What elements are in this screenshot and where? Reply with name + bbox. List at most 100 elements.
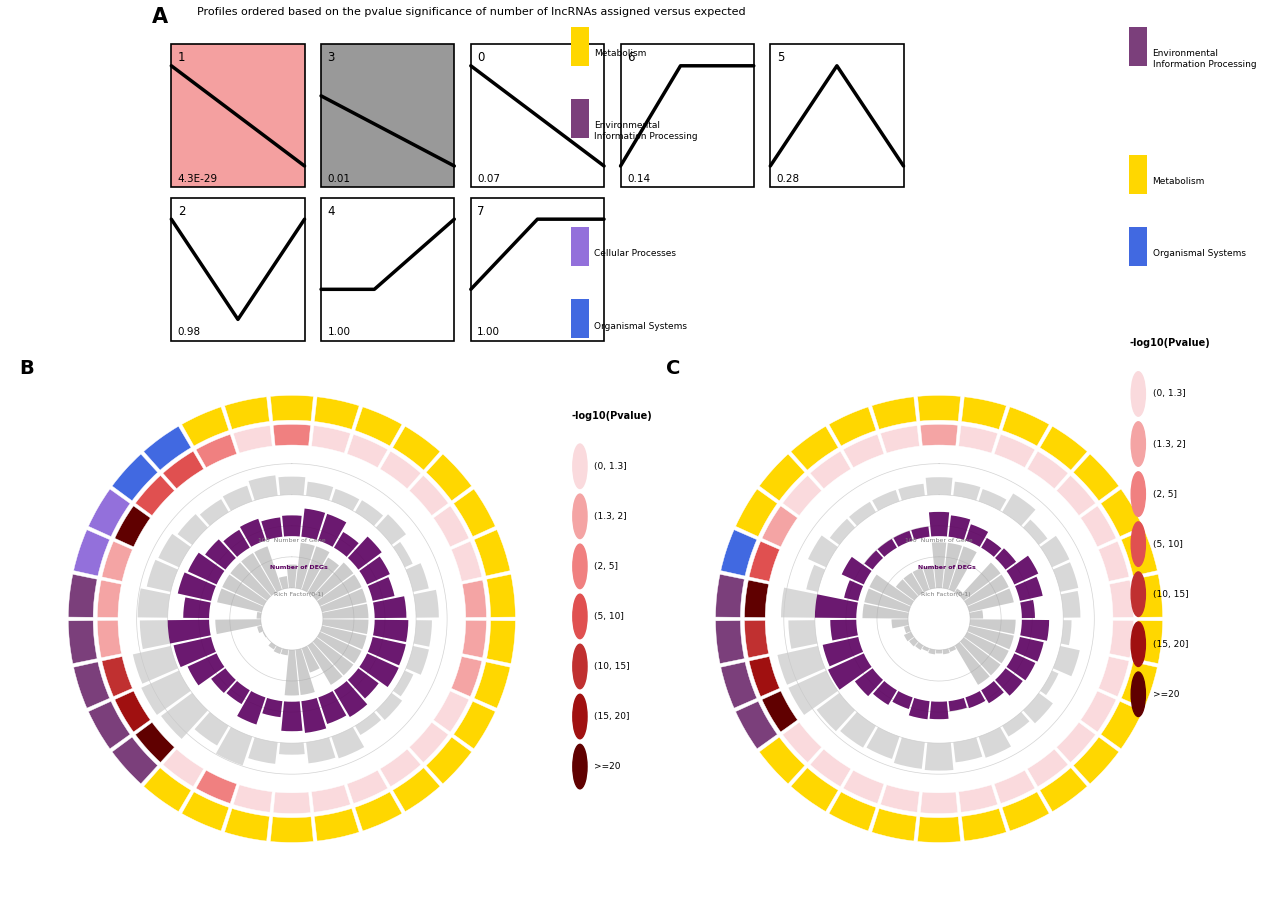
Text: 1.00: 1.00: [327, 327, 350, 337]
Bar: [716, 574, 745, 617]
Bar: [904, 631, 914, 641]
Bar: [1057, 475, 1095, 516]
Bar: [434, 506, 470, 547]
Bar: [376, 693, 402, 720]
Bar: [216, 619, 261, 634]
Bar: [195, 771, 237, 804]
Bar: [1122, 530, 1157, 576]
Bar: [1057, 722, 1095, 762]
Bar: [162, 749, 203, 787]
Bar: [917, 817, 961, 842]
Circle shape: [572, 644, 588, 689]
Bar: [284, 649, 299, 695]
Circle shape: [572, 494, 588, 538]
Bar: [263, 631, 266, 638]
Bar: [1133, 574, 1162, 617]
Bar: [306, 737, 335, 763]
Bar: [355, 792, 402, 831]
Bar: [317, 575, 362, 606]
Bar: [143, 768, 192, 812]
Bar: [368, 577, 395, 601]
Bar: [306, 482, 334, 501]
Circle shape: [1131, 672, 1146, 717]
Bar: [89, 701, 131, 749]
Bar: [315, 808, 359, 841]
Bar: [206, 539, 236, 570]
Bar: [301, 698, 326, 733]
Text: (0, 1.3]: (0, 1.3]: [1152, 389, 1185, 398]
Bar: [69, 621, 98, 664]
Bar: [721, 530, 756, 576]
Bar: [195, 434, 237, 467]
Bar: [780, 588, 817, 618]
Text: (5, 10]: (5, 10]: [594, 612, 624, 621]
Bar: [359, 556, 390, 585]
Text: A: A: [152, 7, 169, 27]
Text: Rich Factor(0-1): Rich Factor(0-1): [260, 592, 324, 597]
Bar: [317, 631, 362, 663]
Bar: [269, 642, 277, 649]
FancyBboxPatch shape: [171, 197, 305, 341]
Bar: [761, 506, 797, 547]
Bar: [1020, 600, 1036, 618]
Bar: [315, 396, 359, 430]
Bar: [961, 638, 1000, 675]
Bar: [872, 396, 916, 430]
Bar: [393, 542, 412, 567]
Bar: [319, 514, 346, 547]
FancyBboxPatch shape: [1129, 227, 1147, 266]
Bar: [840, 712, 876, 747]
Circle shape: [572, 745, 588, 788]
Bar: [841, 557, 872, 585]
FancyBboxPatch shape: [471, 197, 604, 341]
Bar: [912, 568, 929, 592]
Text: (5, 10]: (5, 10]: [1152, 540, 1183, 549]
Bar: [273, 792, 311, 814]
Bar: [929, 649, 935, 654]
Bar: [140, 620, 170, 649]
Bar: [302, 546, 330, 592]
Bar: [994, 771, 1036, 804]
Bar: [331, 489, 359, 510]
Bar: [822, 637, 863, 666]
Bar: [69, 574, 98, 617]
Text: Cellular Processes: Cellular Processes: [594, 249, 676, 258]
Bar: [929, 512, 949, 536]
Bar: [783, 475, 821, 516]
Bar: [223, 485, 253, 510]
Bar: [1074, 454, 1119, 501]
Bar: [222, 575, 266, 606]
Text: 0.98: 0.98: [178, 327, 201, 337]
Bar: [978, 727, 1011, 758]
Bar: [778, 646, 825, 684]
Bar: [307, 642, 343, 685]
Bar: [1028, 749, 1068, 787]
Text: 1: 1: [178, 51, 185, 64]
Bar: [414, 590, 439, 618]
Bar: [849, 501, 876, 526]
Text: Number of DEGs: Number of DEGs: [255, 565, 329, 570]
Text: >=20: >=20: [1152, 690, 1179, 699]
Bar: [898, 483, 925, 501]
Circle shape: [1131, 472, 1146, 517]
Bar: [904, 572, 924, 596]
Text: 0.07: 0.07: [477, 174, 500, 184]
Bar: [307, 558, 339, 596]
Bar: [114, 506, 150, 547]
Bar: [231, 562, 270, 600]
Bar: [225, 808, 269, 841]
Bar: [475, 530, 510, 576]
Bar: [923, 646, 929, 651]
Bar: [1053, 646, 1080, 676]
Bar: [414, 620, 431, 647]
Bar: [282, 701, 302, 731]
Bar: [829, 407, 876, 446]
Bar: [867, 727, 900, 759]
Text: (0, 1.3]: (0, 1.3]: [594, 462, 627, 471]
Bar: [843, 434, 884, 467]
Bar: [964, 575, 1009, 606]
Bar: [147, 560, 178, 592]
Text: (1.3, 2]: (1.3, 2]: [1152, 440, 1185, 448]
Bar: [1039, 426, 1088, 470]
Bar: [943, 543, 962, 589]
